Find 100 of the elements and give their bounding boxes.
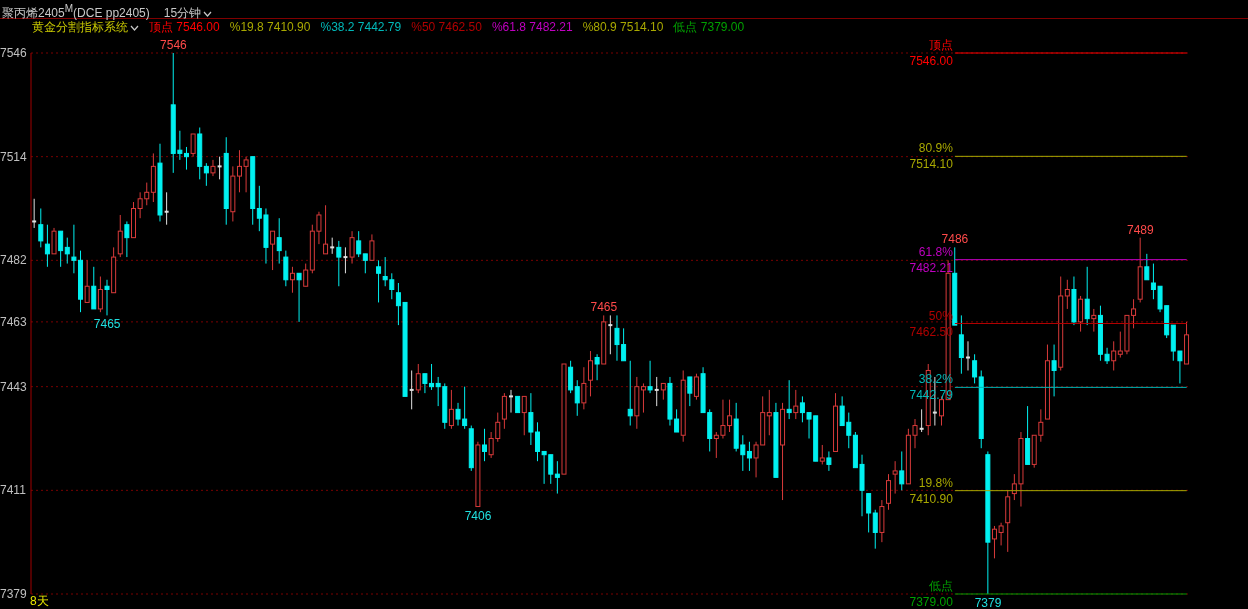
candlestick (276, 217, 282, 265)
candlestick (587, 350, 593, 397)
candlestick (972, 353, 978, 384)
candlestick (323, 204, 329, 255)
candlestick (415, 363, 421, 394)
candlestick (594, 353, 600, 381)
candlestick (919, 408, 924, 433)
text: 低点 7379.00 (673, 20, 745, 34)
candlestick (362, 253, 368, 274)
candlestick (369, 233, 375, 261)
candlestick (647, 360, 653, 394)
candlestick (958, 314, 964, 375)
candlestick (164, 191, 169, 226)
candlestick (91, 266, 97, 310)
annotation: 7486 (941, 232, 969, 247)
candlestick (356, 230, 362, 258)
text: %61.8 7482.21 (491, 20, 573, 34)
candlestick (786, 379, 792, 420)
annotation: 80.9% (918, 141, 954, 156)
candlestick (1051, 344, 1057, 397)
candlestick (448, 389, 454, 430)
candlestick (117, 214, 123, 258)
text: %38.2 7442.79 (320, 20, 402, 34)
text: %80.9 7514.10 (582, 20, 664, 34)
candlestick (886, 473, 892, 511)
y-tick-label: 7514 (0, 149, 28, 164)
annotation: 7546 (160, 38, 188, 52)
y-tick-label: 7546 (0, 46, 28, 60)
annotation: 19.8% (918, 475, 954, 490)
candlestick (336, 240, 342, 287)
candlestick (509, 389, 514, 414)
candlestick (38, 208, 44, 248)
candlestick (793, 389, 799, 420)
candlestick (521, 395, 527, 436)
text: 顶点 (928, 38, 953, 52)
ref-line-label: 7379.00 (909, 595, 954, 609)
candlestick (409, 369, 414, 410)
candlestick (217, 156, 222, 180)
candlestick (1078, 295, 1084, 333)
annotation: 61.8% (918, 244, 954, 259)
annotation: 7465 (93, 317, 121, 332)
candlestick (104, 279, 110, 316)
candlestick (1111, 340, 1117, 371)
candlestick (58, 230, 64, 268)
candlestick (872, 509, 878, 550)
candlestick (296, 272, 302, 323)
text: 黄金分割指标系统 (32, 20, 128, 34)
annotation: 7379 (974, 596, 1002, 609)
candlestick (654, 376, 659, 407)
candlestick (289, 266, 295, 294)
candlestick (581, 366, 587, 410)
candlestick (819, 444, 825, 465)
candlestick (899, 450, 905, 491)
candlestick (826, 450, 832, 472)
annotation: 低点 (928, 579, 953, 593)
text: %19.8 7410.90 (229, 20, 311, 34)
candlestick (1084, 266, 1090, 326)
y-tick-label: 7463 (0, 314, 28, 329)
candlestick (1091, 308, 1097, 333)
candlestick (568, 360, 574, 394)
candlestick (376, 259, 382, 303)
candlestick (190, 133, 196, 158)
candlestick (97, 276, 103, 313)
candlestick (866, 493, 872, 533)
candlestick (892, 460, 898, 495)
candlestick (349, 230, 355, 265)
candlestick (746, 441, 752, 472)
chart-title: 聚丙烯2405$^{M}$(DCE pp2405) (2, 3, 150, 20)
candlestick (84, 259, 90, 303)
candlestick (687, 376, 693, 407)
candlestick (693, 373, 699, 401)
candlestick (44, 224, 50, 268)
annotation: 7465 (590, 300, 618, 315)
candlestick (766, 389, 772, 436)
candlestick (640, 382, 646, 414)
ref-line-label: 7546.00 (909, 54, 954, 68)
y-tick-label: 7443 (0, 379, 28, 394)
candlestick (303, 263, 309, 287)
annotation: 8天 (30, 593, 49, 609)
ref-line-label: 7514.10 (909, 157, 954, 172)
y-tick-label: 7411 (0, 483, 27, 498)
ref-line-label: 7410.90 (909, 491, 954, 506)
candlestick (482, 428, 488, 462)
candlestick (203, 162, 209, 187)
candlestick (210, 159, 216, 177)
candlestick (32, 198, 37, 229)
candlestick (501, 392, 507, 430)
candlestick (64, 237, 70, 265)
candlestick (554, 460, 560, 495)
candlestick (1064, 279, 1070, 310)
annotation: 7406 (464, 508, 492, 523)
candlestick (627, 360, 633, 427)
annotation: 7489 (1126, 222, 1154, 237)
candlestick (965, 340, 970, 371)
text: 顶点 7546.00 (149, 20, 220, 34)
candlestick (343, 246, 348, 274)
candlestick (1144, 253, 1150, 281)
candlestick (270, 230, 276, 271)
candlestick (283, 250, 289, 287)
candlestick (51, 227, 57, 255)
